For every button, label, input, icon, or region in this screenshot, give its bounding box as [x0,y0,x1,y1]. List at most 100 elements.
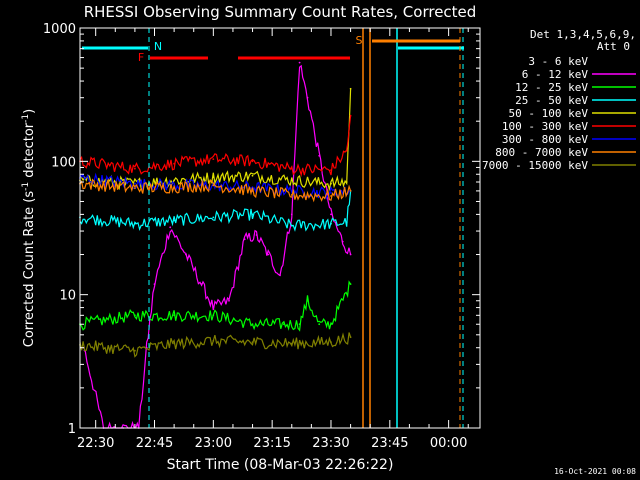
data-point-25-50-kev [212,216,215,219]
data-point-6-12-kev [153,283,156,285]
data-point-25-50-kev [134,222,136,225]
data-point-800-7000-kev [330,195,332,197]
data-point-6-12-kev [243,238,246,241]
data-point-50-100-kev [345,181,348,183]
legend-header-line-1: Det 1,3,4,5,6,9, [530,28,636,41]
x-axis-label: Start Time (08-Mar-03 22:26:22) [167,457,394,473]
flag-label-f: F [138,51,144,64]
plot-frame [79,27,481,429]
y-tick-label: 1000 [43,22,76,37]
legend-item-label: 300 - 800 keV [502,133,588,146]
data-point-12-25-kev [134,314,136,317]
x-tick-label: 23:45 [371,436,408,451]
axes-layer: 22:30 22:45 23:00 23:15 23:30 23:45 00:00 1 10 10… [43,22,481,451]
data-point-6-12-kev [255,234,258,236]
data-point-12-25-kev [306,299,309,302]
data-point-100-300-kev [134,167,136,170]
y-axis-label-sup-2: -1 [21,114,31,123]
data-point-3-6-kev [236,333,238,336]
data-point-6-12-kev [306,96,309,99]
series-line-7000-15000-kev [79,332,352,358]
generation-timestamp: 16-Oct-2021 00:08 [554,467,636,476]
data-point-300-800-kev [290,190,293,192]
data-point-300-800-kev [134,182,136,185]
y-axis-label-part-1: Corrected Count Rate (s [22,191,37,348]
legend-item-label: 50 - 100 keV [509,107,589,120]
data-point-6-12-kev [267,253,270,256]
data-point-25-50-kev [330,222,332,225]
data-point-6-12-kev [228,299,230,302]
data-point-12-25-kev [349,283,352,285]
data-point-6-12-kev [330,213,332,216]
data-point-6-12-kev [200,283,203,285]
series-line-100-300-kev [79,115,352,178]
data-point-25-50-kev [345,221,348,224]
legend-item-label: 25 - 50 keV [515,94,588,107]
data-point-3-6-kev [267,248,270,250]
data-point-12-25-kev [283,323,285,326]
data-point-50-100-kev [330,182,332,185]
data-point-50-100-kev [212,176,215,179]
y-axis-label-part-2: detector [22,122,37,182]
data-point-800-7000-kev [251,190,254,192]
legend-item-label: 3 - 6 keV [528,55,588,68]
legend-item-label: 6 - 12 keV [522,68,589,81]
data-point-3-6-kev [298,190,301,192]
data-point-6-12-kev [318,154,321,157]
data-point-800-7000-kev [212,184,215,187]
data-point-3-6-kev [306,67,309,69]
x-tick-label: 23:15 [253,436,290,451]
series-line-12-25-kev [79,280,352,332]
legend-item-label: 12 - 25 keV [515,81,588,94]
data-point-50-100-kev [290,179,293,182]
data-point-12-25-kev [298,323,301,326]
data-point-100-300-kev [349,114,352,117]
data-point-6-12-kev [341,240,344,243]
data-point-3-6-kev [224,323,227,326]
data-point-12-25-kev [173,314,176,317]
series-line-50-100-kev [79,88,352,192]
data-point-7000-15000-kev [212,340,215,342]
y-axis-label-sup-1: -1 [21,182,31,191]
data-point-800-7000-kev [290,194,293,196]
x-tick-label: 00:00 [430,436,467,451]
series-line-800-7000-kev [79,178,352,203]
data-point-6-12-kev [349,253,352,256]
legend-item-label: 7000 - 15000 keV [482,159,588,172]
y-tick-label: 100 [51,155,76,170]
data-point-25-50-kev [251,213,254,216]
data-point-7000-15000-kev [290,342,293,345]
data-point-7000-15000-kev [330,341,332,344]
data-point-800-7000-kev [134,187,136,190]
legend-item-label: 100 - 300 keV [502,120,588,133]
data-point-7000-15000-kev [134,349,136,352]
data-point-3-6-kev [251,293,254,296]
series-layer [79,61,352,429]
x-tick-label: 22:30 [77,436,114,451]
data-point-6-12-kev [185,253,187,256]
flag-label-n: N [154,40,162,53]
data-point-7000-15000-kev [173,342,176,345]
data-point-50-100-kev [349,87,352,90]
x-tick-label: 22:45 [136,436,173,451]
y-axis-label: Corrected Count Rate (s-1 detector-1) [21,109,37,347]
data-point-100-300-kev [345,149,348,152]
data-point-25-50-kev [173,219,176,222]
data-point-12-25-kev [330,323,332,326]
data-point-12-25-kev [318,323,321,326]
data-point-50-100-kev [173,179,176,182]
data-point-6-12-kev [279,274,281,277]
data-point-100-300-kev [330,169,332,172]
y-axis-label-part-3: ) [22,109,37,114]
data-point-6-12-kev [212,306,215,309]
data-point-100-300-kev [212,158,215,161]
data-point-6-12-kev [290,213,293,216]
attenuator-flags-layer: NF S [82,28,464,428]
data-point-3-6-kev [283,230,285,233]
series-line-25-50-kev [79,190,352,232]
data-point-100-300-kev [173,162,176,165]
data-point-100-300-kev [251,160,254,163]
x-tick-label: 23:30 [312,436,349,451]
data-point-100-300-kev [290,167,293,170]
